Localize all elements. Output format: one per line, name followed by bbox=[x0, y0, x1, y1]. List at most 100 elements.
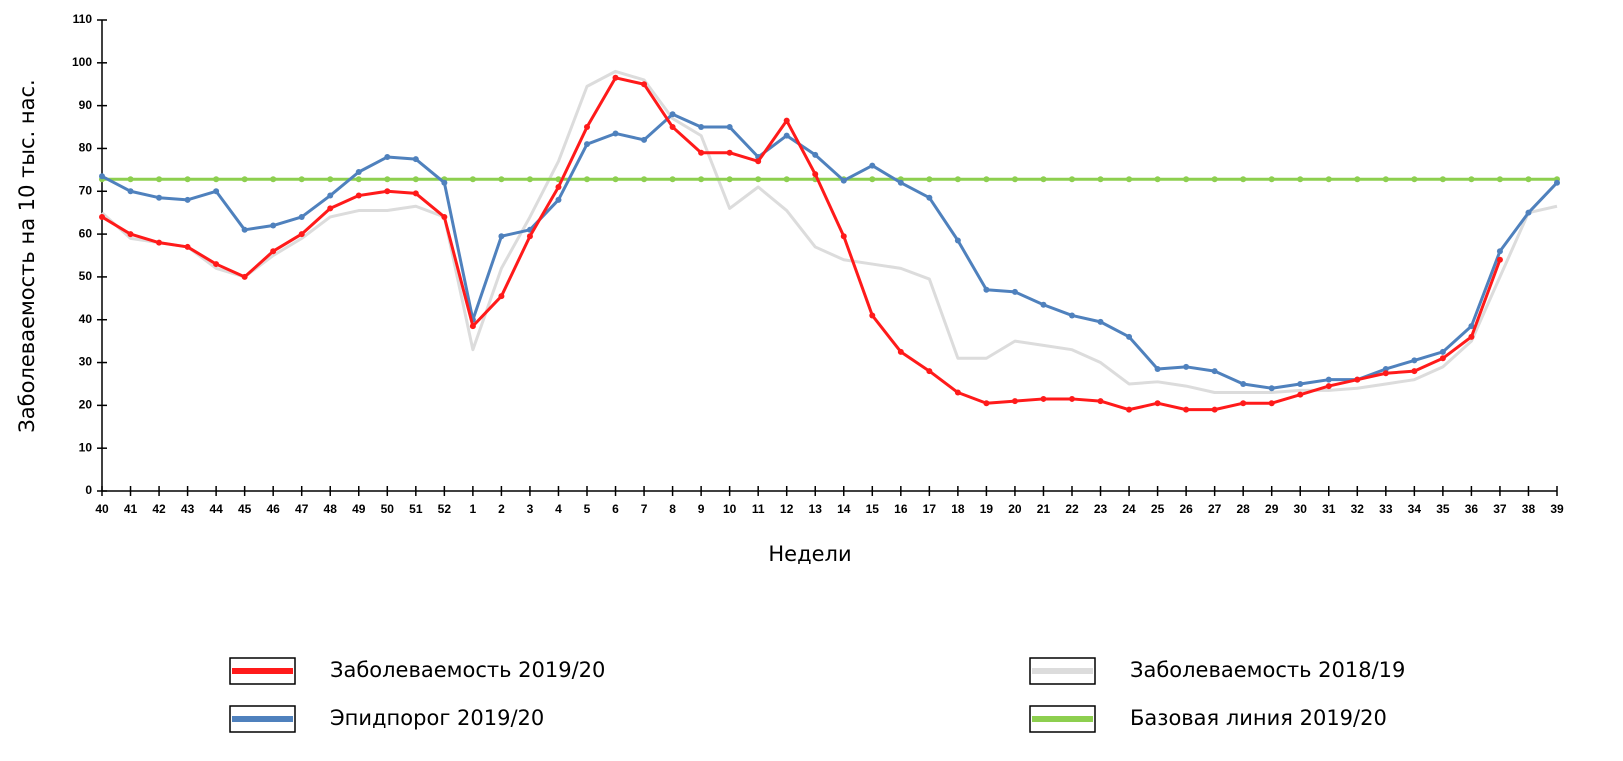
point bbox=[698, 149, 705, 156]
point bbox=[1554, 179, 1560, 186]
point bbox=[1040, 395, 1047, 402]
point bbox=[1297, 176, 1304, 183]
point bbox=[298, 176, 305, 183]
x-tick-label: 14 bbox=[837, 502, 851, 516]
x-tick-label: 24 bbox=[1122, 502, 1136, 516]
point bbox=[1439, 176, 1446, 183]
series-line bbox=[101, 112, 1559, 390]
y-tick-label: 110 bbox=[73, 12, 93, 26]
point bbox=[954, 176, 961, 183]
y-tick-label: 70 bbox=[79, 183, 93, 197]
point bbox=[783, 132, 790, 139]
x-tick-label: 42 bbox=[152, 502, 166, 516]
point bbox=[1468, 323, 1475, 330]
point bbox=[1040, 301, 1047, 308]
x-tick-label: 5 bbox=[584, 502, 591, 516]
point bbox=[127, 176, 134, 183]
x-tick-label: 39 bbox=[1550, 502, 1564, 516]
y-tick-label: 50 bbox=[79, 269, 93, 283]
point bbox=[1069, 312, 1075, 319]
point bbox=[1297, 391, 1304, 398]
point bbox=[1183, 363, 1190, 370]
x-tick-label: 18 bbox=[951, 502, 965, 516]
point bbox=[441, 213, 448, 220]
x-tick-label: 31 bbox=[1322, 502, 1336, 516]
point bbox=[926, 176, 933, 183]
point bbox=[1154, 400, 1161, 407]
point bbox=[1297, 380, 1304, 387]
x-tick-label: 34 bbox=[1408, 502, 1422, 516]
point bbox=[1097, 176, 1104, 183]
point bbox=[1268, 385, 1275, 392]
point bbox=[926, 194, 933, 201]
x-tick-label: 3 bbox=[527, 502, 534, 516]
point bbox=[270, 176, 277, 183]
point bbox=[355, 192, 362, 199]
point bbox=[926, 368, 933, 375]
point bbox=[384, 176, 391, 183]
point bbox=[441, 179, 448, 186]
point bbox=[1496, 256, 1503, 263]
x-tick-label: 9 bbox=[698, 502, 705, 516]
x-tick-label: 1 bbox=[470, 502, 477, 516]
point bbox=[1354, 376, 1361, 383]
point bbox=[584, 176, 590, 183]
point bbox=[384, 154, 391, 161]
x-tick-label: 38 bbox=[1522, 502, 1536, 516]
point bbox=[156, 176, 163, 183]
point bbox=[1325, 383, 1332, 390]
y-tick-label: 100 bbox=[72, 55, 92, 69]
point bbox=[612, 74, 619, 81]
x-tick-label: 7 bbox=[641, 502, 648, 516]
x-tick-label: 10 bbox=[723, 502, 737, 516]
point bbox=[1268, 400, 1275, 407]
point bbox=[1439, 355, 1446, 362]
point bbox=[1268, 176, 1275, 183]
point bbox=[641, 176, 648, 183]
point bbox=[1011, 176, 1018, 183]
point bbox=[641, 81, 648, 88]
x-tick-label: 41 bbox=[124, 502, 138, 516]
point bbox=[156, 194, 163, 201]
x-tick-label: 44 bbox=[209, 502, 223, 516]
point bbox=[1411, 368, 1418, 375]
point bbox=[1411, 357, 1418, 364]
x-tick-label: 43 bbox=[181, 502, 195, 516]
x-tick-label: 45 bbox=[238, 502, 252, 516]
point bbox=[1468, 333, 1475, 340]
point bbox=[184, 243, 191, 250]
point bbox=[584, 124, 590, 131]
point bbox=[412, 190, 419, 197]
point bbox=[241, 226, 248, 233]
point bbox=[1525, 176, 1532, 183]
x-tick-label: 19 bbox=[980, 502, 994, 516]
x-tick-label: 22 bbox=[1065, 502, 1079, 516]
point bbox=[184, 176, 191, 183]
point bbox=[1097, 318, 1104, 325]
x-tick-label: 26 bbox=[1179, 502, 1193, 516]
point bbox=[612, 130, 619, 137]
point bbox=[840, 177, 847, 184]
x-axis-title: Недели bbox=[768, 542, 851, 566]
x-tick-label: 20 bbox=[1008, 502, 1022, 516]
y-tick-label: 60 bbox=[79, 226, 93, 240]
legend-label: Базовая линия 2019/20 bbox=[1130, 706, 1387, 730]
point bbox=[726, 124, 733, 131]
point bbox=[1211, 176, 1218, 183]
x-tick-label: 35 bbox=[1436, 502, 1450, 516]
point bbox=[498, 176, 505, 183]
x-tick-label: 30 bbox=[1294, 502, 1308, 516]
point bbox=[1011, 398, 1018, 405]
point bbox=[1525, 209, 1532, 216]
point bbox=[612, 176, 619, 183]
point bbox=[983, 400, 990, 407]
point bbox=[156, 239, 163, 246]
point bbox=[241, 176, 248, 183]
point bbox=[99, 173, 105, 180]
x-tick-label: 16 bbox=[894, 502, 908, 516]
point bbox=[1382, 370, 1389, 377]
point bbox=[869, 162, 876, 169]
point bbox=[869, 176, 876, 183]
point bbox=[983, 286, 990, 293]
point bbox=[812, 151, 819, 158]
